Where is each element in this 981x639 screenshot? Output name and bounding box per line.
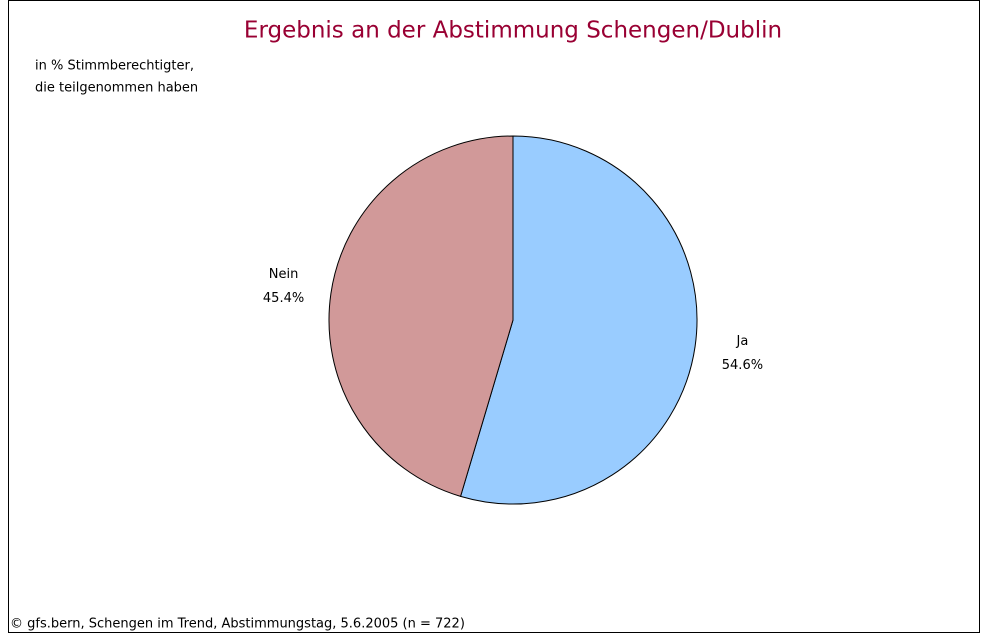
source: © gfs.bern, Schengen im Trend, Abstimmun… — [10, 617, 465, 632]
pie-slice — [459, 135, 698, 505]
slice-value: 54.6% — [722, 358, 763, 373]
pie-slice — [328, 135, 514, 497]
chart-title: Ergebnis an der Abstimmung Schengen/Dubl… — [244, 18, 782, 44]
slice-category: Nein — [269, 267, 299, 282]
slice-value: 45.4% — [263, 291, 304, 306]
subtitle: in % Stimmberechtigter, — [35, 59, 194, 74]
slice-category: Ja — [736, 334, 749, 349]
subtitle: die teilgenommen haben — [35, 81, 198, 96]
